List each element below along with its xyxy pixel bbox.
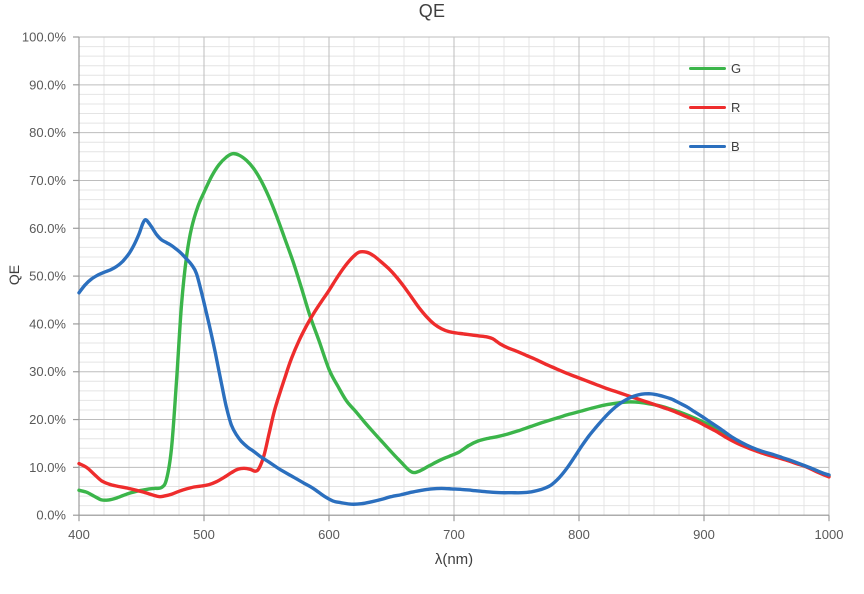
x-tick-label: 600 (318, 527, 340, 542)
legend: G R B (689, 56, 741, 173)
series-line-r (77, 249, 831, 499)
x-axis-title: λ(nm) (434, 551, 474, 568)
y-tick-label: 50.0% (29, 269, 66, 284)
legend-label-b: B (731, 139, 740, 154)
chart-title: QE (418, 1, 446, 21)
y-tick-label: 30.0% (29, 364, 66, 379)
x-tick-label: 900 (693, 527, 715, 542)
x-tick-label: 500 (193, 527, 215, 542)
legend-label-g: G (731, 61, 742, 76)
y-axis-title: QE (6, 264, 22, 286)
y-tick-label: 40.0% (29, 316, 66, 331)
y-tick-label: 60.0% (29, 221, 66, 236)
y-tick-label: 0.0% (36, 508, 66, 523)
x-tick-label: 700 (443, 527, 465, 542)
y-tick-label: 20.0% (29, 412, 66, 427)
x-tick-label: 400 (68, 527, 90, 542)
legend-item-r: R (689, 95, 741, 120)
y-tick-label: 80.0% (29, 125, 66, 140)
legend-line-r-icon (689, 105, 726, 110)
x-tick-label: 1000 (815, 527, 844, 542)
series-line-b (77, 217, 831, 506)
series-line-g (77, 151, 831, 502)
y-tick-label: 10.0% (29, 460, 66, 475)
y-tick-label: 90.0% (29, 77, 66, 92)
legend-item-g: G (689, 56, 741, 81)
legend-label-r: R (731, 100, 741, 115)
y-tick-label: 70.0% (29, 173, 66, 188)
legend-line-g-icon (689, 66, 726, 71)
x-tick-label: 800 (568, 527, 590, 542)
legend-line-b-icon (689, 144, 726, 149)
y-tick-label: 100.0% (22, 30, 67, 45)
legend-item-b: B (689, 134, 741, 159)
